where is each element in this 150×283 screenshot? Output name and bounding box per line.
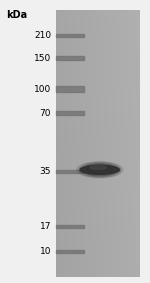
Text: kDa: kDa xyxy=(6,10,27,20)
Bar xyxy=(56,57,84,59)
Text: 150: 150 xyxy=(34,53,51,63)
Text: 210: 210 xyxy=(34,31,51,40)
Text: 35: 35 xyxy=(39,167,51,176)
Bar xyxy=(56,111,84,115)
Ellipse shape xyxy=(80,165,120,174)
Text: 100: 100 xyxy=(34,85,51,94)
Bar xyxy=(56,225,84,228)
Bar xyxy=(56,34,84,37)
Text: 70: 70 xyxy=(39,109,51,118)
Bar xyxy=(56,170,84,173)
Text: 10: 10 xyxy=(39,247,51,256)
Text: 17: 17 xyxy=(39,222,51,231)
Ellipse shape xyxy=(82,164,117,176)
Bar xyxy=(56,250,84,254)
Ellipse shape xyxy=(76,162,123,178)
Ellipse shape xyxy=(87,165,112,174)
Bar xyxy=(56,86,84,92)
Ellipse shape xyxy=(79,162,121,177)
Ellipse shape xyxy=(90,166,106,169)
